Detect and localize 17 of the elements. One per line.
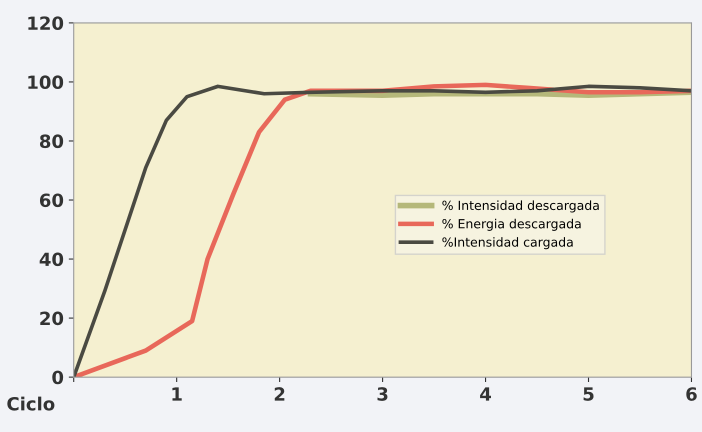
x-tick-label: 6: [686, 387, 697, 401]
x-tick-label: 1: [172, 387, 182, 401]
legend-label: % Intensidad descargada: [442, 200, 599, 213]
x-tick-label: 5: [584, 387, 594, 401]
x-tick-label: 4: [480, 387, 491, 401]
y-tick-label: 120: [28, 16, 64, 30]
y-tick-label: 80: [40, 134, 64, 148]
x-tick-label: 2: [274, 387, 284, 401]
legend-label: %Intensidad cargada: [442, 237, 573, 250]
x-axis-title: Ciclo: [7, 396, 54, 411]
y-tick-label: 40: [40, 252, 64, 266]
x-tick-label: 3: [378, 387, 388, 401]
y-tick-label: 100: [28, 75, 64, 90]
legend-label: % Energia descargada: [442, 218, 581, 231]
y-tick-label: 20: [40, 312, 64, 326]
y-tick-label: 60: [40, 193, 64, 208]
y-tick-label: 0: [52, 370, 64, 384]
